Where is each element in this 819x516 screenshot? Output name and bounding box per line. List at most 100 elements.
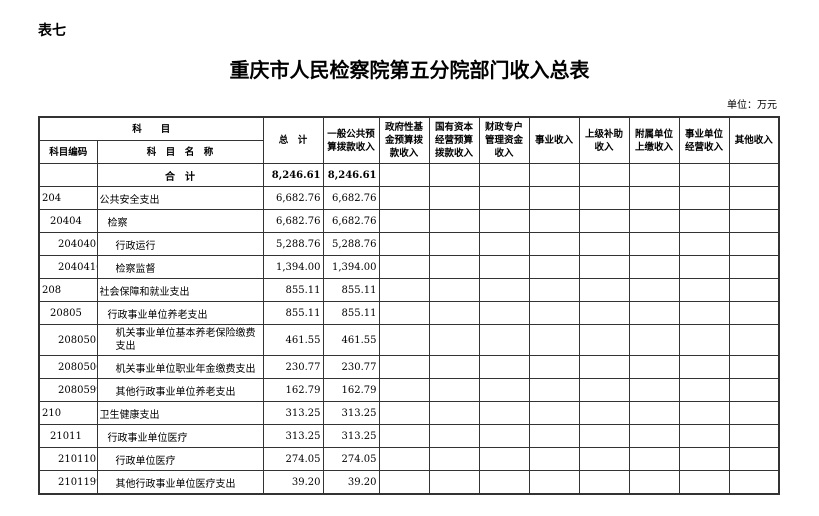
empty-cell	[578, 447, 630, 471]
row-c1: 6,682.76	[322, 209, 380, 233]
empty-cell	[528, 255, 580, 279]
empty-cell	[578, 424, 630, 448]
empty-cell	[728, 278, 780, 302]
row-name: 机关事业单位职业年金缴费支出	[96, 355, 264, 379]
empty-cell	[628, 401, 680, 425]
empty-cell	[578, 355, 630, 379]
empty-cell	[628, 209, 680, 233]
row-c1: 230.77	[322, 355, 380, 379]
sum-row: 合 计 8,246.61 8,246.61	[38, 163, 780, 187]
row-total: 5,288.76	[262, 232, 324, 256]
header-c7: 附属单位上缴收入	[628, 116, 680, 164]
empty-cell	[578, 378, 630, 402]
header-c8: 事业单位经营收入	[678, 116, 730, 164]
page-title: 重庆市人民检察院第五分院部门收入总表	[229, 58, 590, 82]
empty-cell	[628, 324, 680, 356]
row-code: 204	[38, 186, 98, 210]
empty-cell	[678, 209, 730, 233]
empty-cell	[378, 447, 430, 471]
row-name: 其他行政事业单位养老支出	[96, 378, 264, 402]
row-total: 461.55	[262, 324, 324, 356]
empty-cell	[628, 301, 680, 325]
empty-cell	[678, 324, 730, 356]
empty-cell	[628, 278, 680, 302]
empty-cell	[378, 470, 430, 495]
empty-cell	[478, 355, 530, 379]
row-name: 卫生健康支出	[96, 401, 264, 425]
empty-cell	[428, 355, 480, 379]
row-code: 2040401	[38, 232, 98, 256]
empty-cell	[478, 470, 530, 495]
row-c1: 313.25	[322, 401, 380, 425]
row-total: 1,394.00	[262, 255, 324, 279]
row-code: 20805	[38, 301, 98, 325]
empty-cell	[378, 232, 430, 256]
row-total: 313.25	[262, 424, 324, 448]
row-name: 公共安全支出	[96, 186, 264, 210]
empty-cell	[628, 378, 680, 402]
empty-cell	[528, 401, 580, 425]
empty-cell	[678, 470, 730, 495]
empty-cell	[528, 378, 580, 402]
row-name: 行政单位医疗	[96, 447, 264, 471]
empty-cell	[428, 401, 480, 425]
empty-cell	[428, 424, 480, 448]
empty-cell	[528, 447, 580, 471]
table-row: 20404 检察 6,682.76 6,682.76	[38, 209, 780, 233]
empty-cell	[528, 186, 580, 210]
row-name: 检察	[96, 209, 264, 233]
row-name: 行政事业单位养老支出	[96, 301, 264, 325]
row-total: 855.11	[262, 301, 324, 325]
empty-cell	[578, 401, 630, 425]
empty-cell	[678, 278, 730, 302]
empty-cell	[728, 470, 780, 495]
row-c1: 855.11	[322, 278, 380, 302]
row-total: 39.20	[262, 470, 324, 495]
empty-cell	[678, 301, 730, 325]
row-name: 其他行政事业单位医疗支出	[96, 470, 264, 495]
empty-cell	[578, 278, 630, 302]
empty-cell	[728, 232, 780, 256]
empty-cell	[378, 378, 430, 402]
header-total: 总 计	[262, 116, 324, 164]
empty-cell	[478, 278, 530, 302]
table-row: 208 社会保障和就业支出 855.11 855.11	[38, 278, 780, 302]
empty-cell	[378, 355, 430, 379]
empty-cell	[728, 209, 780, 233]
header-c4: 财政专户管理资金收入	[478, 116, 530, 164]
empty-cell	[728, 401, 780, 425]
unit-label: 单位：万元	[727, 100, 777, 111]
header-c2: 政府性基金预算拨款收入	[378, 116, 430, 164]
row-c1: 5,288.76	[322, 232, 380, 256]
row-total: 855.11	[262, 278, 324, 302]
table-number: 表七	[38, 23, 66, 39]
empty-cell	[478, 424, 530, 448]
empty-cell	[428, 209, 480, 233]
empty-cell	[378, 278, 430, 302]
row-c1: 39.20	[322, 470, 380, 495]
table-row: 2040410检察监督1,394.001,394.00	[38, 255, 780, 279]
empty-cell	[628, 255, 680, 279]
table-row: 21011 行政事业单位医疗 313.25 313.25	[38, 424, 780, 448]
empty-cell	[478, 232, 530, 256]
empty-cell	[528, 301, 580, 325]
table-row: 204 公共安全支出 6,682.76 6,682.76	[38, 186, 780, 210]
row-name: 行政运行	[96, 232, 264, 256]
empty-cell	[528, 470, 580, 495]
empty-cell	[728, 378, 780, 402]
empty-cell	[728, 447, 780, 471]
empty-cell	[428, 301, 480, 325]
empty-cell	[478, 324, 530, 356]
empty-cell	[628, 232, 680, 256]
empty-cell	[578, 209, 630, 233]
empty-cell	[628, 355, 680, 379]
empty-cell	[528, 278, 580, 302]
row-code: 2080506	[38, 355, 98, 379]
empty-cell	[378, 324, 430, 356]
table-row: 210 卫生健康支出 313.25 313.25	[38, 401, 780, 425]
empty-cell	[428, 324, 480, 356]
empty-cell	[378, 301, 430, 325]
